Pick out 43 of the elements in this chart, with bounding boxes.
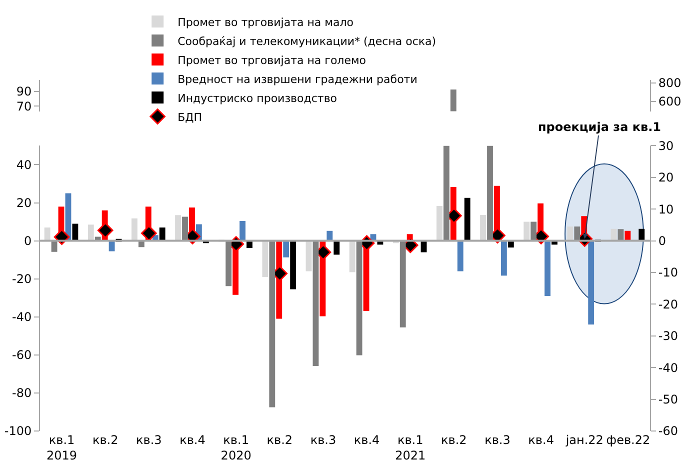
y-tick-label: 20: [16, 196, 32, 210]
y2-tick-label: 30: [658, 138, 674, 153]
y2-tick-label: -10: [658, 266, 678, 280]
x-tick-label: кв.4: [180, 433, 206, 447]
y-tick-label: 0: [24, 234, 32, 248]
x-tick-label: кв.3: [484, 433, 510, 447]
y2-tick-label: 10: [658, 202, 674, 216]
x-tick-label: кв.2: [92, 433, 118, 447]
annotation: проекција за кв.1: [538, 120, 661, 134]
y-tick-label: -60: [12, 348, 32, 362]
y2-tick-label: -40: [658, 360, 678, 375]
x-tick-label: кв.3: [136, 433, 162, 447]
y2-tick-label: -30: [658, 329, 678, 344]
x-tick-label: кв.2: [441, 433, 467, 447]
x-tick-label: кв.4: [528, 433, 554, 447]
legend-label: Вредност на извршени градежни работи: [178, 72, 418, 86]
y-tick-label: -40: [12, 310, 32, 324]
y2-tick-label: 0: [658, 234, 666, 248]
y2-tick-label: 600: [658, 94, 681, 109]
x-tick-label: кв.4: [354, 433, 380, 447]
y-tick-label: -20: [12, 272, 32, 286]
x-tick-label: кв.1 2019: [46, 433, 78, 463]
x-tick-label: фев.22: [606, 433, 650, 447]
legend-label: Сообраќај и телекомуникации* (десна оска): [178, 34, 436, 48]
y-tick-label: 70: [16, 99, 32, 114]
y2-tick-label: 800: [658, 76, 681, 90]
legend-label: БДП: [178, 110, 202, 124]
x-tick-label: јан.22: [564, 433, 604, 447]
y-tick-label: 40: [16, 158, 32, 172]
legend-label: Промет во трговијата на големо: [178, 54, 366, 67]
y2-tick-label: -50: [658, 392, 678, 406]
x-tick-label: кв.1 2021: [395, 433, 426, 463]
y2-tick-label: -20: [658, 297, 678, 312]
y2-tick-label: -60: [658, 424, 678, 438]
y-tick-label: -100: [4, 424, 32, 438]
y-tick-label: -80: [12, 386, 32, 400]
legend-label: Индустриско производство: [178, 92, 338, 105]
x-tick-label: кв.2: [266, 433, 293, 447]
x-tick-label: кв.3: [310, 433, 336, 447]
legend-label: Промет во трговијата на мало: [178, 16, 354, 29]
y2-tick-label: 20: [658, 170, 674, 185]
x-tick-label: кв.1 2020: [220, 433, 252, 463]
y-tick-label: 90: [16, 84, 32, 99]
